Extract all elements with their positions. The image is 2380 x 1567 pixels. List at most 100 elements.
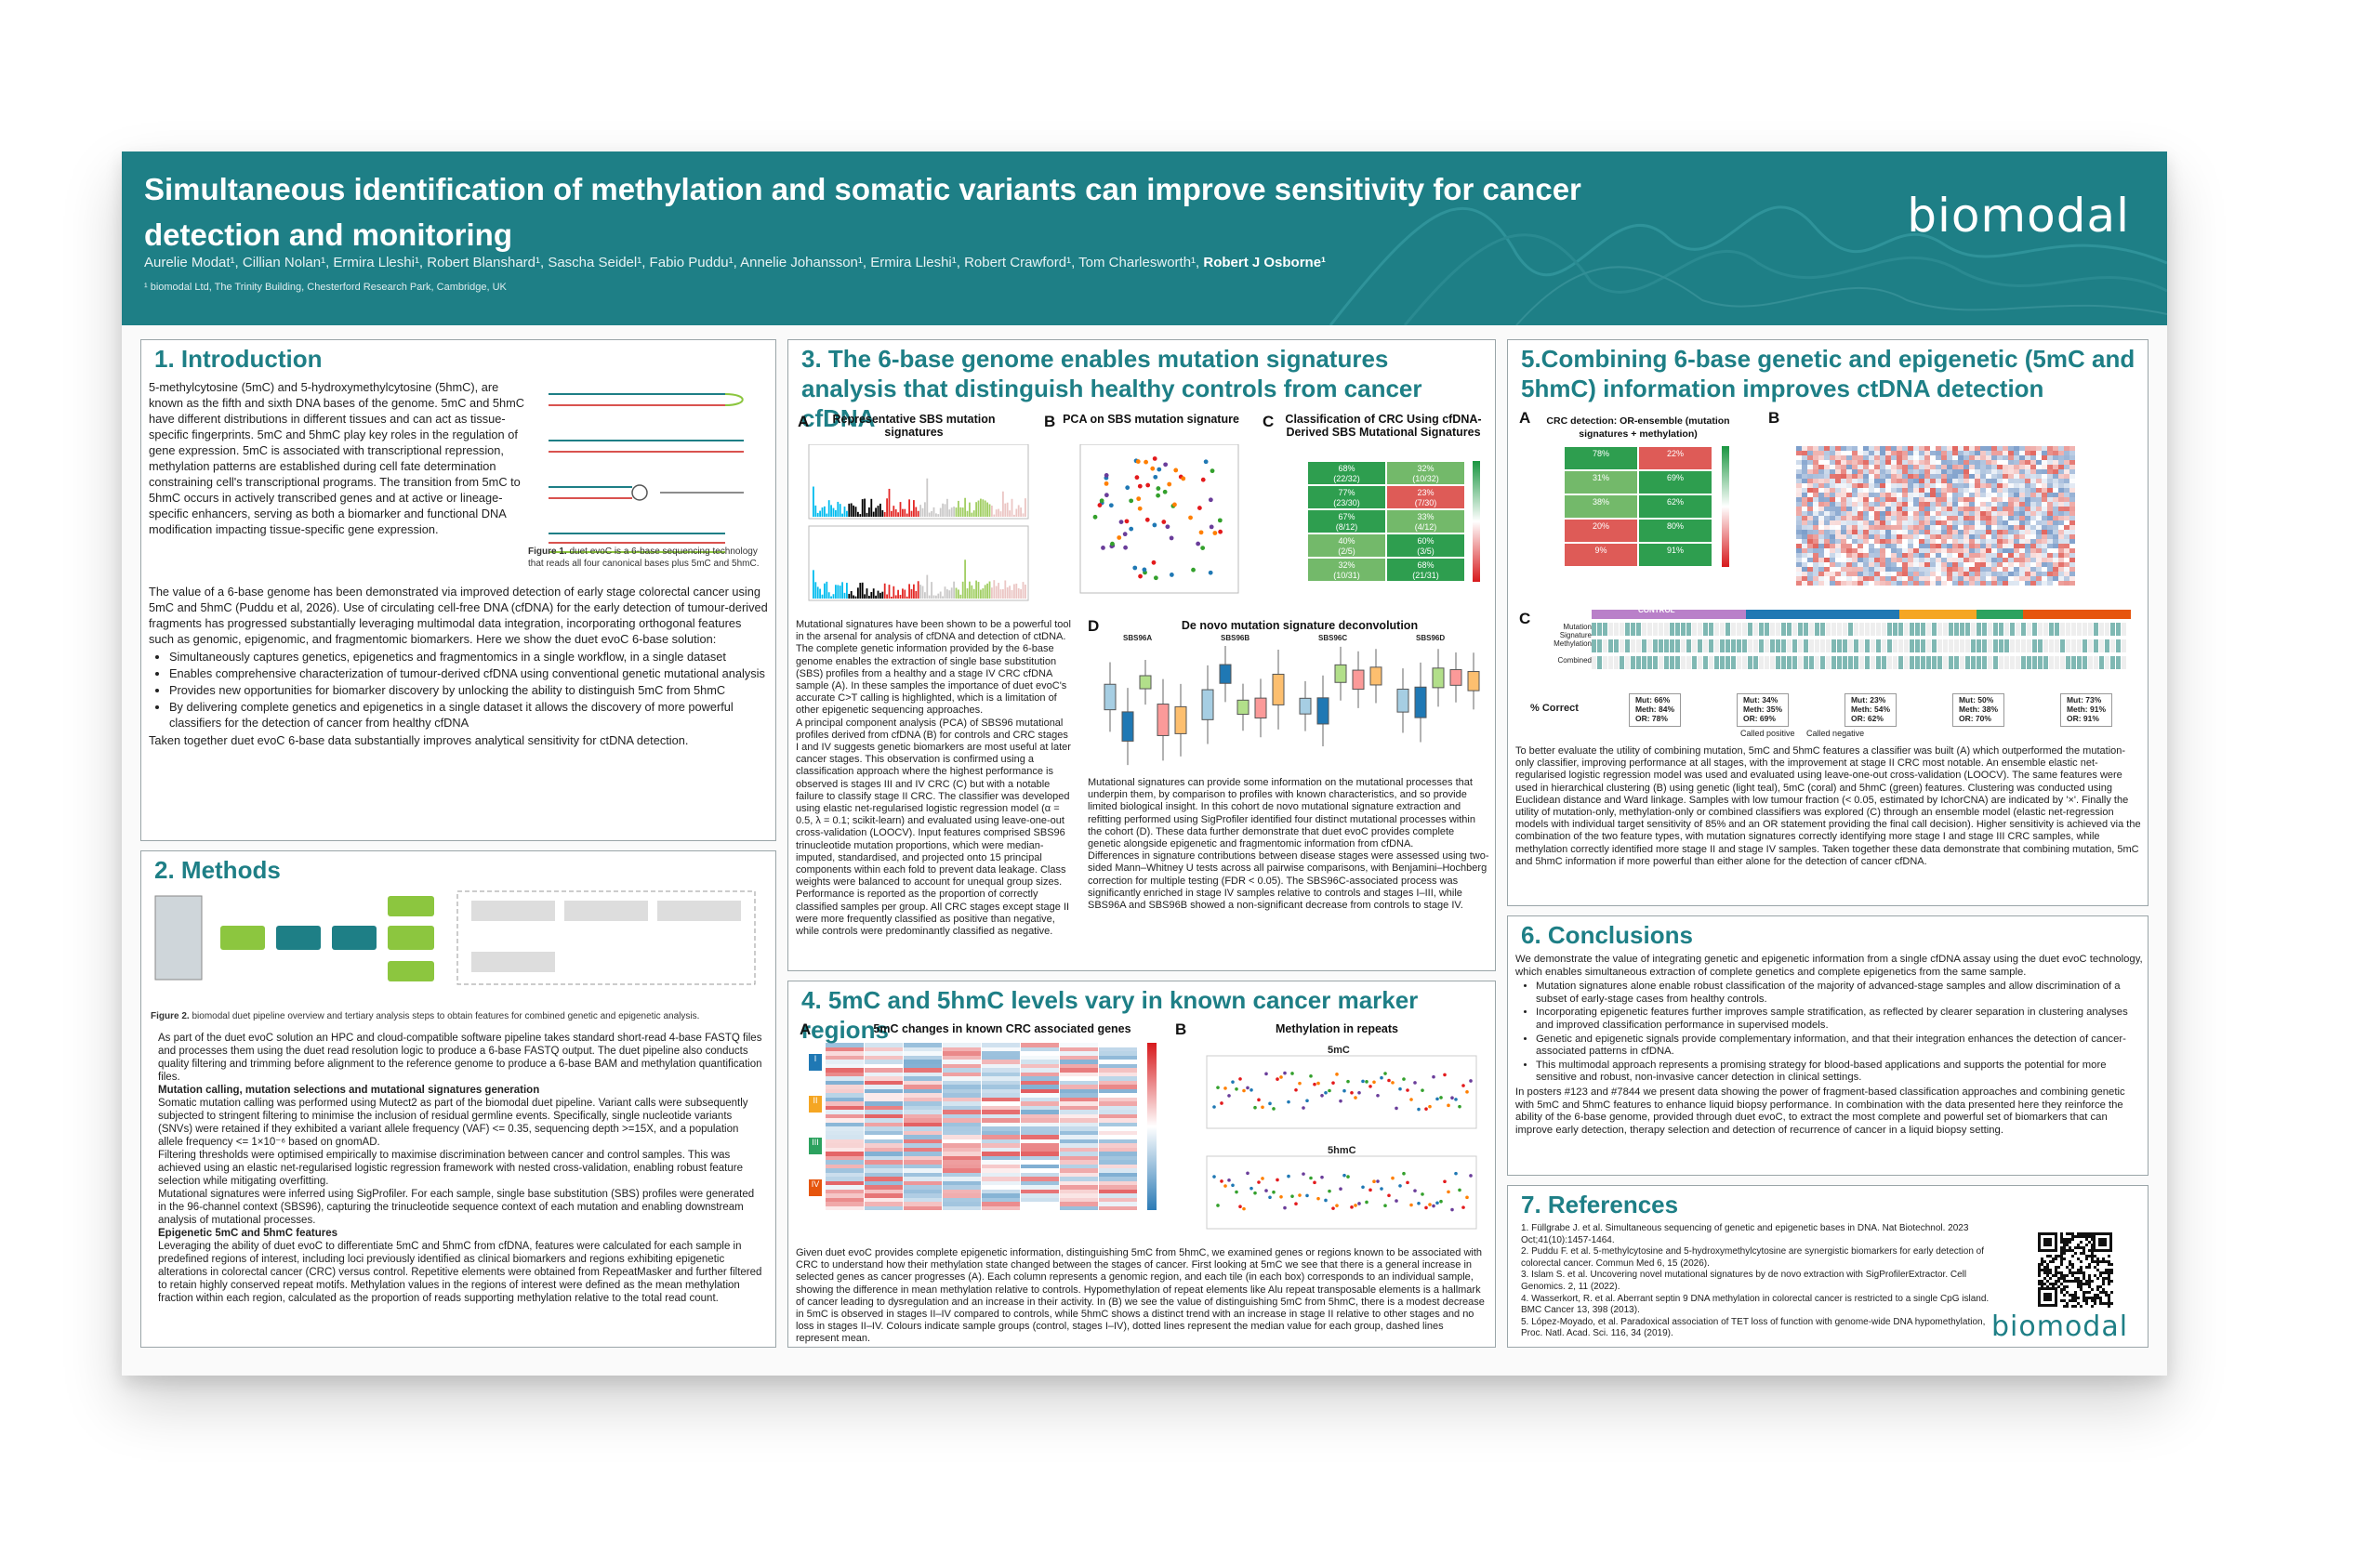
cluster-tile — [2014, 465, 2019, 469]
cluster-tile — [1807, 497, 1813, 502]
sbs-bar — [982, 499, 985, 517]
repeat-methylation-scatter — [1206, 1055, 1477, 1230]
cluster-tile — [1958, 572, 1964, 576]
repeat-point — [1335, 1073, 1339, 1076]
qr-code[interactable] — [2036, 1231, 2114, 1309]
cluster-tile — [1930, 567, 1936, 572]
cluster-tile — [2047, 539, 2053, 544]
classifier-call-cell — [2060, 639, 2065, 652]
cluster-tile — [2064, 525, 2069, 530]
classifier-call-cell — [1932, 656, 1937, 669]
classifier-call-cell — [1597, 623, 1602, 636]
heatmap-tile — [826, 1122, 864, 1126]
cluster-tile — [2053, 446, 2058, 451]
classifier-call-cell — [1698, 656, 1702, 669]
cluster-tile — [1891, 502, 1897, 507]
heatmap-tile — [1021, 1130, 1059, 1135]
cluster-tile — [2003, 469, 2008, 474]
cluster-tile — [1964, 530, 1969, 534]
cluster-tile — [1858, 562, 1863, 567]
cluster-tile — [1975, 465, 1980, 469]
pca-point — [1144, 459, 1149, 465]
cluster-tile — [2053, 465, 2058, 469]
cluster-tile — [1885, 567, 1891, 572]
cluster-tile — [1980, 465, 1986, 469]
classifier-call-cell — [1614, 623, 1619, 636]
cluster-tile — [1824, 516, 1830, 520]
cluster-tile — [1919, 576, 1924, 581]
cluster-tile — [1902, 502, 1908, 507]
classifier-call-cell — [1631, 656, 1635, 669]
repeat-subtitle-5hmc: 5hmC — [1328, 1145, 1356, 1156]
cluster-tile — [2047, 562, 2053, 567]
cluster-tile — [1969, 474, 1975, 479]
cluster-tile — [1874, 572, 1880, 576]
cluster-tile — [2008, 446, 2014, 451]
cluster-tile — [1936, 469, 1941, 474]
cluster-tile — [1841, 493, 1846, 497]
repeat-point — [1368, 1085, 1372, 1088]
cluster-tile — [1991, 507, 1997, 511]
sbs-bar — [908, 499, 910, 517]
cluster-tile — [1863, 460, 1869, 465]
sbs-bar — [839, 504, 841, 517]
cluster-tile — [1908, 534, 1913, 539]
classifier-call-cell — [1720, 639, 1725, 652]
cluster-tile — [2064, 534, 2069, 539]
classifier-call-cell — [2010, 623, 2015, 636]
repeat-point — [1398, 1184, 1402, 1188]
cluster-tile — [2014, 581, 2019, 586]
cluster-tile — [1947, 497, 1952, 502]
cluster-tile — [2064, 465, 2069, 469]
sbs-bar — [977, 500, 980, 517]
classifier-call-cell — [1597, 639, 1602, 652]
sbs-bar — [917, 510, 919, 517]
control-group-label: CONTROL — [1638, 606, 1675, 614]
cluster-tile — [1885, 507, 1891, 511]
cluster-tile — [2053, 474, 2058, 479]
cluster-tile — [1936, 576, 1941, 581]
cluster-tile — [1813, 488, 1818, 493]
cluster-tile — [1802, 455, 1807, 460]
cluster-tile — [2069, 469, 2075, 474]
classifier-call-cell — [1932, 639, 1937, 652]
cluster-tile — [2042, 548, 2047, 553]
cluster-tile — [2003, 446, 2008, 451]
heatmap-tile — [865, 1080, 903, 1085]
classifier-call-cell — [1977, 639, 1981, 652]
sbs-bar — [1006, 502, 1009, 517]
cluster-tile — [2025, 558, 2030, 562]
cluster-tile — [2014, 511, 2019, 516]
classifier-call-cell — [1949, 623, 1953, 636]
repeat-point — [1328, 1189, 1331, 1193]
heatmap-tile — [826, 1097, 864, 1101]
classifier-call-cell — [1876, 656, 1881, 669]
cluster-tile — [1813, 581, 1818, 586]
cluster-tile — [1852, 572, 1858, 576]
cluster-tile — [1863, 562, 1869, 567]
heatmap-tile — [865, 1097, 903, 1101]
classifier-call-cell — [1904, 656, 1909, 669]
heatmap-tile — [1099, 1076, 1137, 1081]
cluster-tile — [1975, 534, 1980, 539]
sbs-bar — [964, 560, 966, 599]
cluster-tile — [1930, 479, 1936, 483]
cluster-tile — [1924, 451, 1930, 455]
cluster-tile — [2008, 507, 2014, 511]
cluster-tile — [2003, 474, 2008, 479]
cluster-tile — [1897, 525, 1902, 530]
repeat-point — [1406, 1088, 1409, 1092]
cluster-tile — [2036, 530, 2042, 534]
heatmap-tile — [826, 1160, 864, 1165]
sbs-bar — [924, 502, 926, 517]
classifier-calls-grid: CONTROL — [1592, 606, 2132, 721]
cluster-tile — [2030, 572, 2036, 576]
cluster-tile — [1936, 530, 1941, 534]
classifier-call-cell — [2038, 656, 2043, 669]
pca-point — [1197, 506, 1202, 510]
sbs-bar — [999, 589, 1002, 599]
repeat-point — [1435, 1097, 1439, 1101]
cluster-tile — [2036, 502, 2042, 507]
classifier-call-cell — [1859, 623, 1864, 636]
heatmap-tile — [865, 1068, 903, 1073]
